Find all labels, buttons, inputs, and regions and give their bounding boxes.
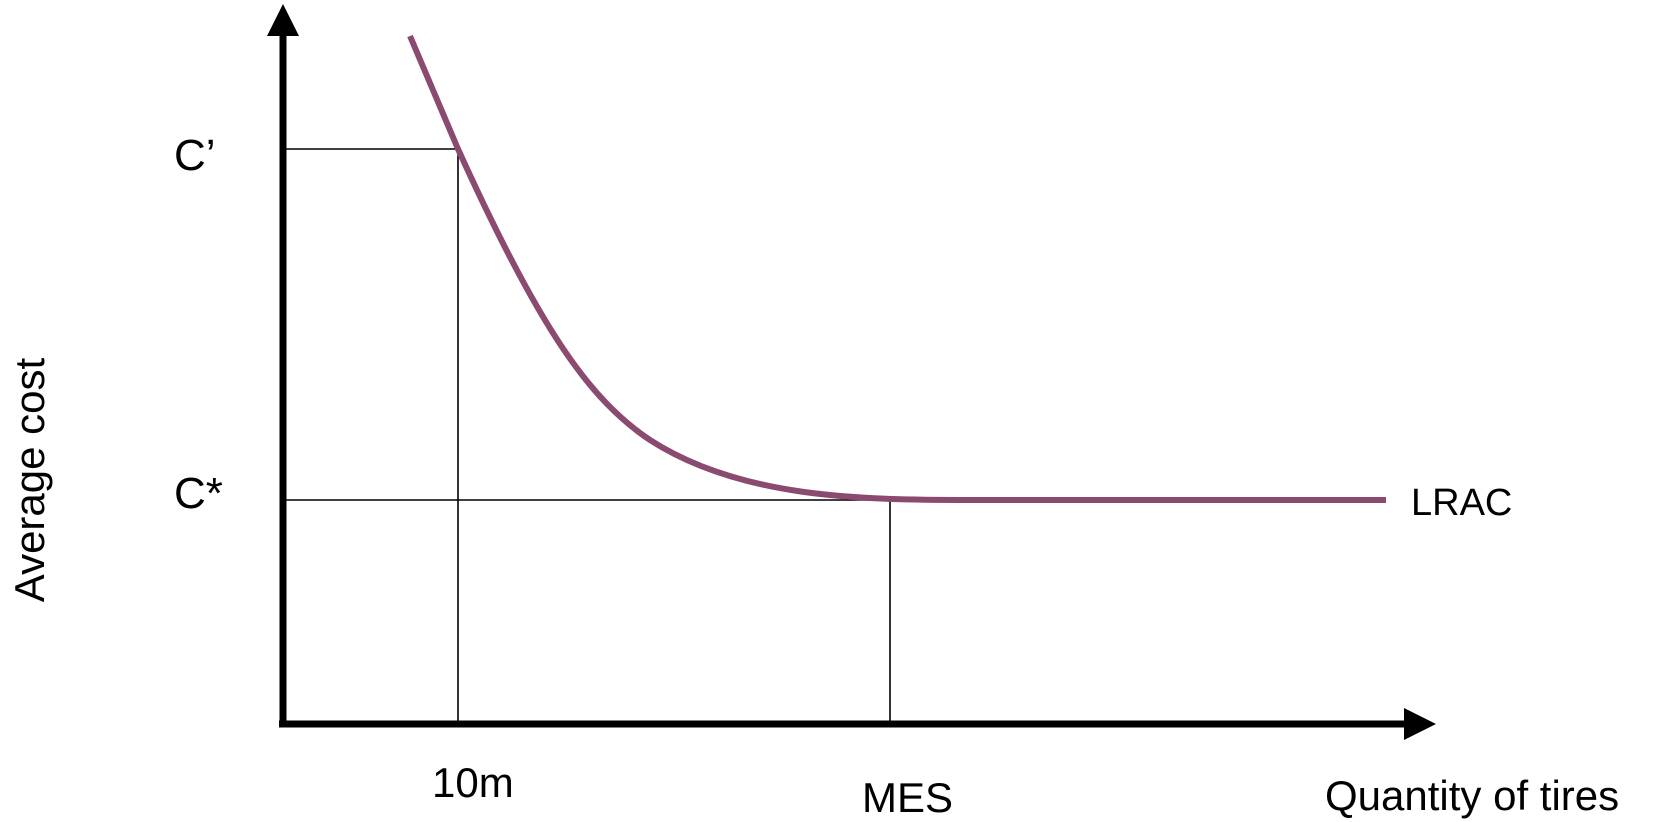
lrac-curve bbox=[407, 34, 1386, 503]
x-axis-title: Quantity of tires bbox=[1325, 772, 1619, 819]
x-tick-mes: MES bbox=[862, 774, 953, 821]
lrac-curve-label: LRAC bbox=[1411, 482, 1512, 524]
x-axis-arrowhead bbox=[1404, 708, 1436, 740]
y-axis-title: Average cost bbox=[6, 357, 53, 602]
y-axis-arrowhead bbox=[267, 4, 299, 36]
y-tick-c-prime: C’ bbox=[174, 131, 216, 180]
x-tick-ten-m: 10m bbox=[432, 759, 514, 806]
axes bbox=[267, 4, 1436, 740]
guide-lines bbox=[282, 148, 891, 722]
y-tick-c-star: C* bbox=[174, 469, 223, 518]
